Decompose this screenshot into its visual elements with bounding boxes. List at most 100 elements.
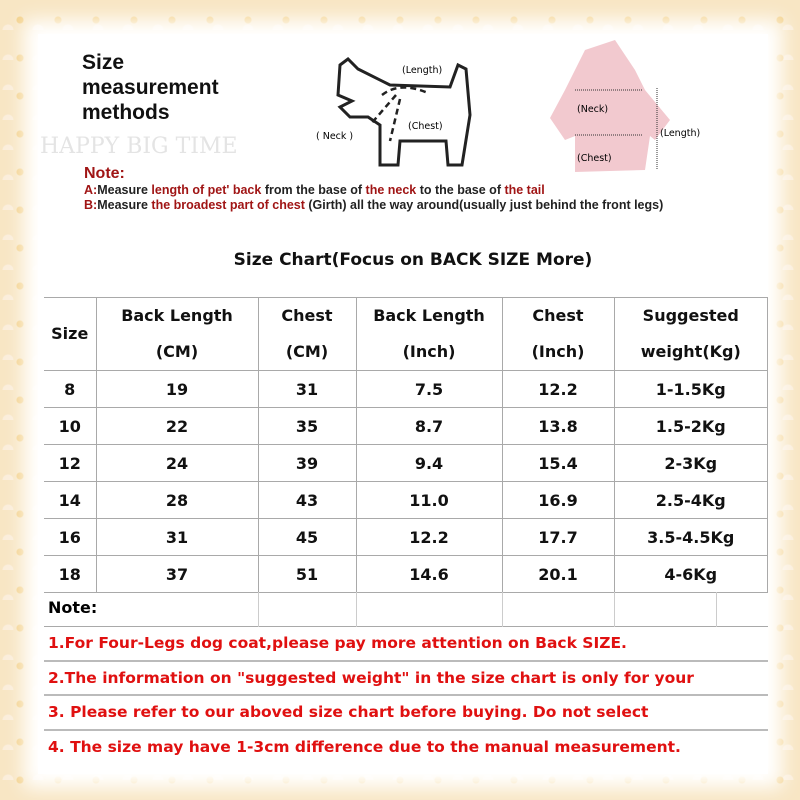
header-line: Back Length <box>373 306 485 325</box>
dog-length-label: (Length) <box>402 65 442 76</box>
table-cell: 45 <box>257 518 357 556</box>
table-cell: 51 <box>257 555 357 593</box>
table-row: 8 19 31 7.5 12.2 1-1.5Kg <box>44 370 768 408</box>
table-row: 18 37 51 14.6 20.1 4-6Kg <box>44 555 768 593</box>
table-cell: 14 <box>44 481 97 519</box>
table-cell: 43 <box>257 481 357 519</box>
table-cell: 12.2 <box>355 518 503 556</box>
table-cell: 11.0 <box>355 481 503 519</box>
table-cell: 28 <box>95 481 259 519</box>
header-line: Chest <box>281 306 333 325</box>
divider <box>716 592 717 627</box>
table-cell: 35 <box>257 407 357 445</box>
column-header: Chest (CM) <box>257 297 357 371</box>
header-line: weight(Kg) <box>640 342 741 361</box>
header-line: (Inch) <box>531 342 585 361</box>
table-cell: 8.7 <box>355 407 503 445</box>
highlight: the neck <box>365 183 417 197</box>
table-cell: 22 <box>95 407 259 445</box>
chart-title: Size Chart(Focus on BACK SIZE More) <box>233 250 593 270</box>
table-row: 12 24 39 9.4 15.4 2-3Kg <box>44 444 768 482</box>
highlight: length of pet' back <box>151 183 262 197</box>
header-line: (CM) <box>155 342 199 361</box>
table-cell: 4-6Kg <box>613 555 768 593</box>
divider <box>614 592 615 627</box>
note-item: 2.The information on "suggested weight" … <box>44 662 768 696</box>
table-cell: 2.5-4Kg <box>613 481 768 519</box>
table-cell: 10 <box>44 407 97 445</box>
notes-title: Note: <box>48 598 98 617</box>
table-cell: 2-3Kg <box>613 444 768 482</box>
watermark: HAPPY BIG TIME <box>40 134 238 159</box>
coat-length-label: (Length) <box>660 128 700 139</box>
column-header: Size <box>44 297 97 371</box>
header-line: (CM) <box>285 342 329 361</box>
column-header: Suggested weight(Kg) <box>613 297 768 371</box>
table-header-row: Size Back Length (CM) Chest (CM) Back Length (… <box>44 297 768 371</box>
table-cell: 3.5-4.5Kg <box>613 518 768 556</box>
heading-line: measurement <box>82 76 219 99</box>
table-row: 14 28 43 11.0 16.9 2.5-4Kg <box>44 481 768 519</box>
coat-diagram: (Neck) (Length) (Chest) <box>550 40 700 172</box>
table-row: 10 22 35 8.7 13.8 1.5-2Kg <box>44 407 768 445</box>
table-cell: 7.5 <box>355 370 503 408</box>
dog-diagram: (Length) ( Neck ) (Chest) <box>316 57 472 167</box>
note-item: 1.For Four-Legs dog coat,please pay more… <box>44 627 768 662</box>
note-b-prefix: B: <box>84 198 98 212</box>
notes-header: Note: <box>44 592 768 627</box>
column-header: Back Length (Inch) <box>355 297 503 371</box>
divider <box>258 592 259 627</box>
divider <box>502 592 503 627</box>
header-line: Chest <box>532 306 584 325</box>
table-cell: 9.4 <box>355 444 503 482</box>
text: from the base of <box>261 183 366 197</box>
column-header: Back Length (CM) <box>95 297 259 371</box>
coat-neck-label: (Neck) <box>577 104 608 115</box>
table-cell: 17.7 <box>501 518 615 556</box>
table-cell: 12.2 <box>501 370 615 408</box>
table-cell: 15.4 <box>501 444 615 482</box>
table-cell: 14.6 <box>355 555 503 593</box>
table-cell: 12 <box>44 444 97 482</box>
text: to the base of <box>416 183 505 197</box>
table-cell: 31 <box>95 518 259 556</box>
text: Measure <box>97 198 152 212</box>
heading-line: Size <box>82 51 125 74</box>
dog-chest-label: (Chest) <box>408 121 443 132</box>
table-cell: 16.9 <box>501 481 615 519</box>
note-b: B:Measure the broadest part of chest (Gi… <box>84 198 674 213</box>
header-line: Back Length <box>121 306 233 325</box>
table-cell: 13.8 <box>501 407 615 445</box>
table-cell: 1-1.5Kg <box>613 370 768 408</box>
coat-chest-label: (Chest) <box>577 153 612 164</box>
table-cell: 20.1 <box>501 555 615 593</box>
note-a-prefix: A: <box>84 183 98 197</box>
highlight: the broadest part of chest <box>151 198 305 212</box>
column-header: Chest (Inch) <box>501 297 615 371</box>
table-cell: 31 <box>257 370 357 408</box>
text: Measure <box>97 183 152 197</box>
size-table: Size Back Length (CM) Chest (CM) Back Length (… <box>44 297 768 593</box>
header-line: (Inch) <box>402 342 456 361</box>
header-line: Size <box>51 324 89 343</box>
measure-notes: Note: A:Measure length of pet' back from… <box>84 164 694 213</box>
table-cell: 16 <box>44 518 97 556</box>
divider <box>356 592 357 627</box>
text: (Girth) all the way around(usually just … <box>304 198 664 212</box>
table-cell: 37 <box>95 555 259 593</box>
table-cell: 1.5-2Kg <box>613 407 768 445</box>
note-title: Note: <box>84 165 125 182</box>
note-item: 3. Please refer to our aboved size chart… <box>44 696 768 731</box>
note-a: A:Measure length of pet' back from the b… <box>84 183 694 198</box>
table-cell: 24 <box>95 444 259 482</box>
highlight: the tail <box>504 183 545 197</box>
table-cell: 39 <box>257 444 357 482</box>
table-cell: 18 <box>44 555 97 593</box>
note-item: 4. The size may have 1-3cm difference du… <box>48 737 681 756</box>
measurement-heading: Size measurement methods <box>82 50 219 125</box>
dog-neck-label: ( Neck ) <box>316 131 353 142</box>
notes-section: Note: 1.For Four-Legs dog coat,please pa… <box>44 592 768 765</box>
table-cell: 8 <box>44 370 97 408</box>
heading-line: methods <box>82 101 170 124</box>
header-line: Suggested <box>642 306 739 325</box>
